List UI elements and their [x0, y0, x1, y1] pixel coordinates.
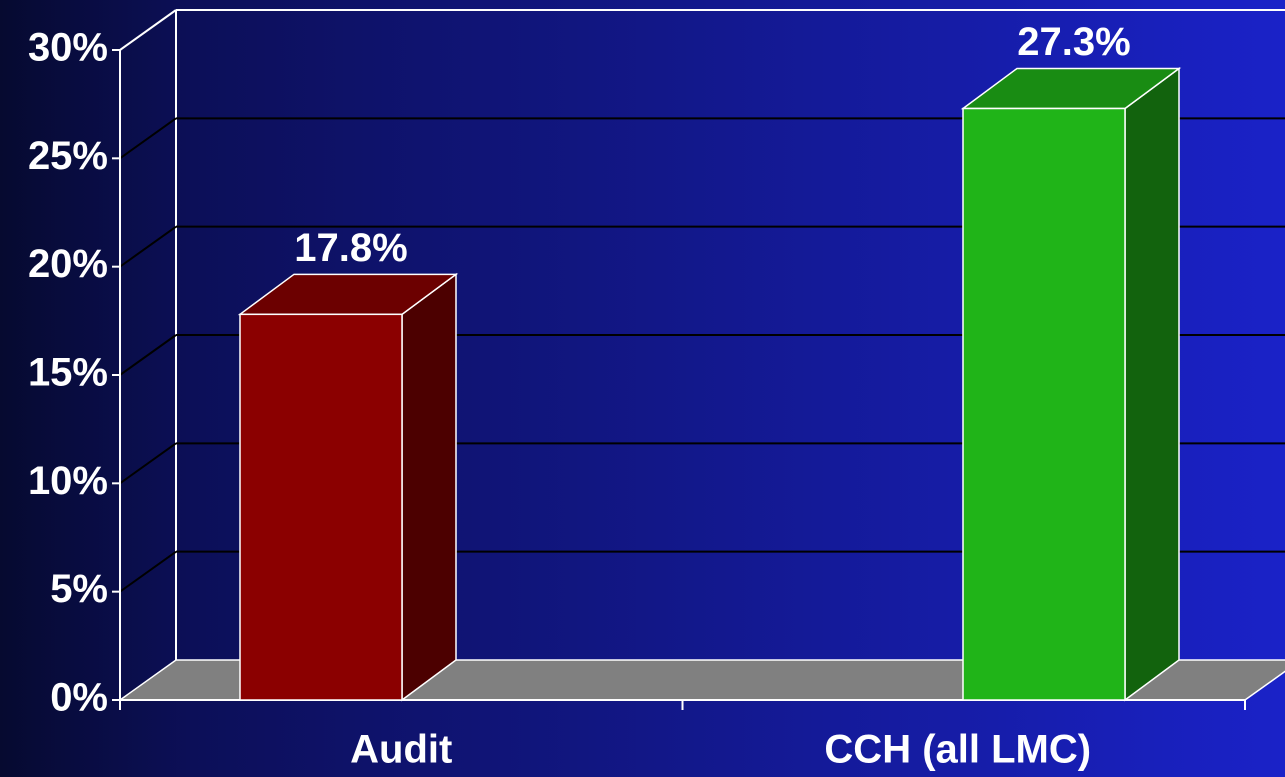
y-tick-label: 5% — [50, 567, 108, 611]
side-grid-line — [119, 334, 177, 376]
side-grid-line — [119, 9, 177, 51]
side-grid-line — [119, 225, 177, 268]
y-tick-label: 20% — [28, 242, 108, 286]
y-tick-label: 15% — [28, 351, 108, 395]
side-grid-line — [119, 550, 177, 593]
bar — [239, 313, 403, 701]
value-label: 27.3% — [1017, 20, 1130, 64]
bar-side — [401, 272, 457, 702]
x-tick-label: Audit — [350, 728, 452, 772]
y-tick-label: 25% — [28, 134, 108, 178]
side-grid-line — [119, 442, 177, 485]
bar — [962, 107, 1126, 701]
y-tick-label: 0% — [50, 676, 108, 720]
y-tick-label: 10% — [28, 459, 108, 503]
x-tick-label: CCH (all LMC) — [824, 728, 1091, 772]
bar-side — [1124, 67, 1180, 702]
value-label: 17.8% — [294, 226, 407, 270]
y-tick-label: 30% — [28, 26, 108, 70]
side-grid-line — [119, 117, 177, 160]
